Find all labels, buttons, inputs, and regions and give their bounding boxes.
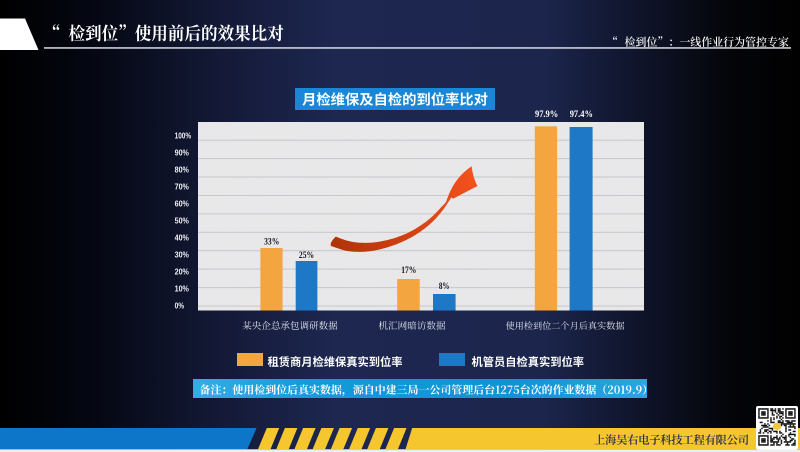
svg-text:80%: 80% xyxy=(175,166,189,175)
svg-text:25%: 25% xyxy=(299,250,314,261)
svg-text:17%: 17% xyxy=(401,265,416,276)
svg-text:90%: 90% xyxy=(175,149,189,158)
svg-text:0%: 0% xyxy=(175,302,185,311)
svg-text:60%: 60% xyxy=(175,200,189,209)
svg-text:97.9%: 97.9% xyxy=(535,109,558,120)
svg-text:40%: 40% xyxy=(175,234,189,243)
svg-text:10%: 10% xyxy=(175,285,189,294)
svg-text:100%: 100% xyxy=(175,132,192,141)
svg-text:97.4%: 97.4% xyxy=(570,109,593,120)
svg-text:50%: 50% xyxy=(175,217,189,226)
svg-text:70%: 70% xyxy=(175,183,189,192)
svg-text:33%: 33% xyxy=(264,237,279,248)
svg-text:30%: 30% xyxy=(175,251,189,260)
svg-text:8%: 8% xyxy=(439,281,450,292)
svg-text:20%: 20% xyxy=(175,268,189,277)
